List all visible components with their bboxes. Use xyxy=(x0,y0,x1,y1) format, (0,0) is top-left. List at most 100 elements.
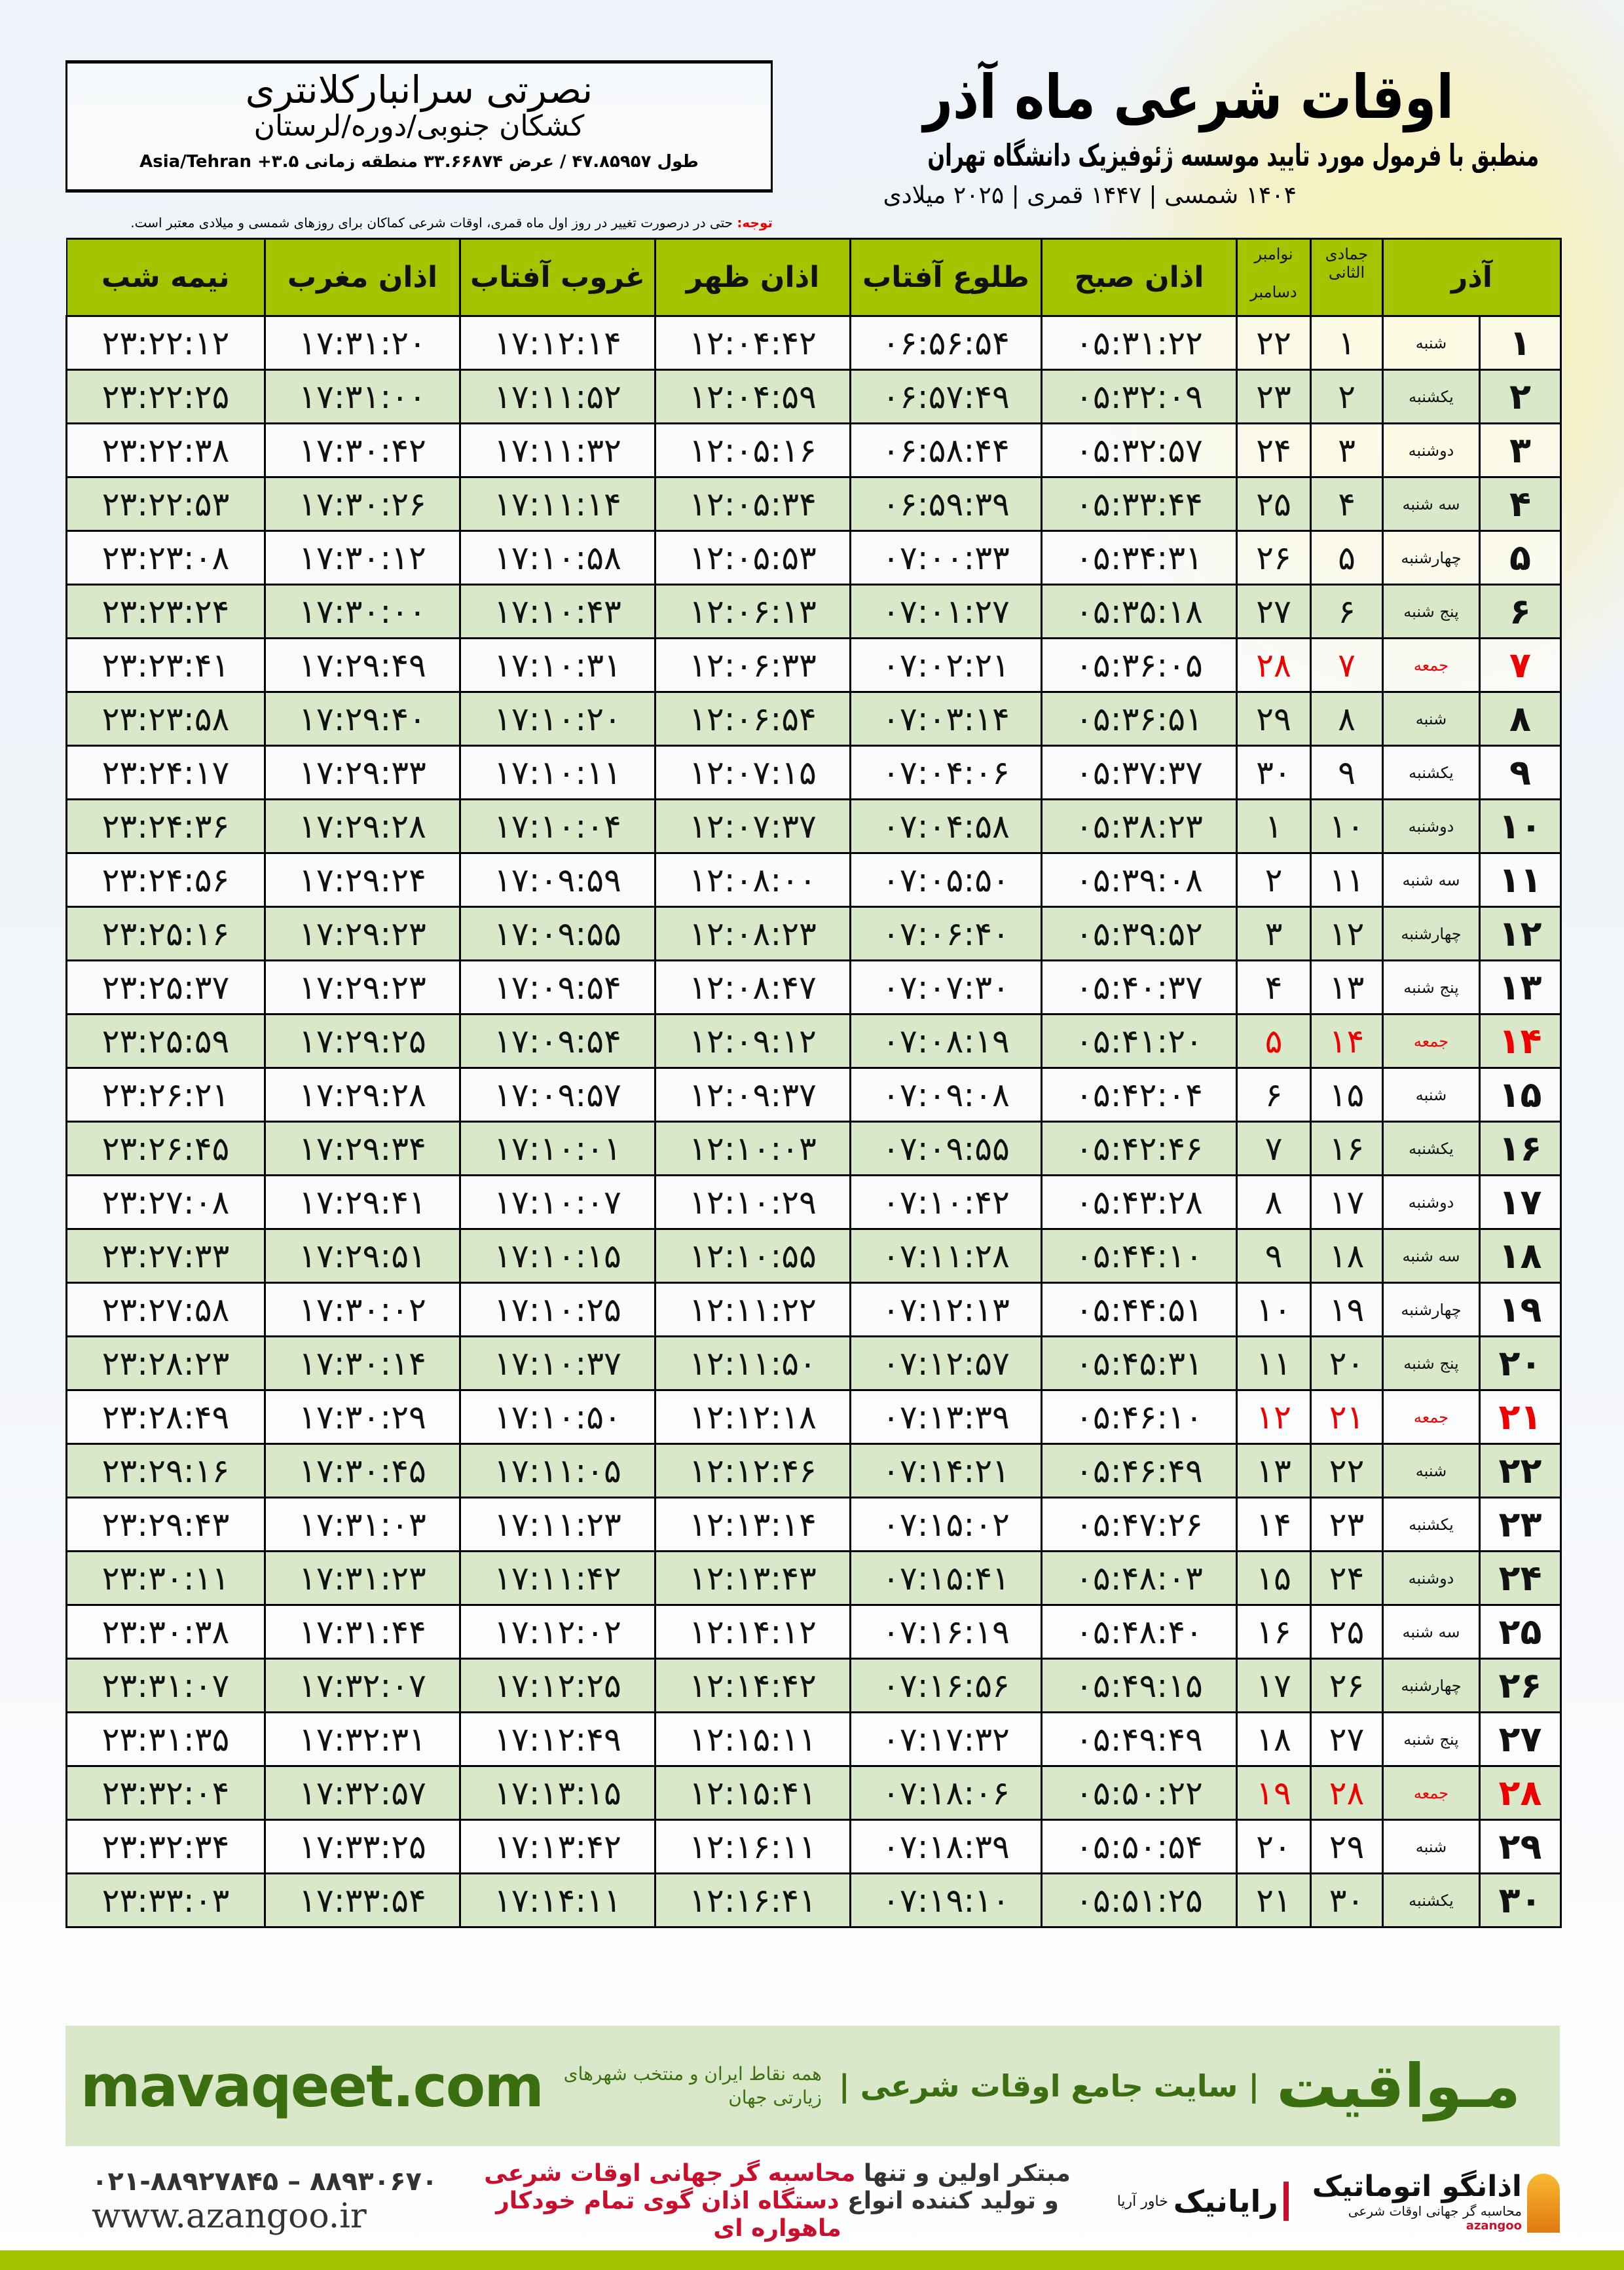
cell-sunset: ۱۷:۱۲:۰۲ xyxy=(459,1604,656,1660)
cell-sunrise: ۰۷:۱۸:۰۶ xyxy=(849,1765,1043,1821)
table-row: ۲۱ جمعه ۲۱ ۱۲ ۰۵:۴۶:۱۰ ۰۷:۱۳:۳۹ ۱۲:۱۲:۱۸ ۱۷:۱۰:… xyxy=(65,1389,1562,1445)
cell-dhuhr: ۱۲:۱۳:۱۴ xyxy=(654,1497,851,1552)
cell-midnight: ۲۳:۲۴:۳۶ xyxy=(65,798,266,854)
cell-weekday: سه شنبه xyxy=(1382,1604,1481,1660)
cell-dhuhr: ۱۲:۰۶:۳۳ xyxy=(654,637,851,693)
table-row: ۱۵ شنبه ۱۵ ۶ ۰۵:۴۲:۰۴ ۰۷:۰۹:۰۸ ۱۲:۰۹:۳۷ ۱۷:۰۹:۵… xyxy=(65,1067,1562,1123)
cell-sunset: ۱۷:۱۳:۱۵ xyxy=(459,1765,656,1821)
cell-weekday: جمعه xyxy=(1382,1013,1481,1069)
cell-sunrise: ۰۶:۵۶:۵۴ xyxy=(849,315,1043,371)
table-row: ۳۰ یکشنبه ۳۰ ۲۱ ۰۵:۵۱:۲۵ ۰۷:۱۹:۱۰ ۱۲:۱۶:۴۱ ۱۷:۱… xyxy=(65,1872,1562,1928)
cell-gregorian: ۸ xyxy=(1236,1174,1312,1230)
cell-fajr: ۰۵:۴۳:۲۸ xyxy=(1041,1174,1238,1230)
cell-weekday: چهارشنبه xyxy=(1382,530,1481,586)
promo-line2b: دستگاه اذان گوی تمام خودکار ماهواره ای xyxy=(496,2187,841,2242)
cell-gregorian: ۲۹ xyxy=(1236,691,1312,747)
cell-weekday: دوشنبه xyxy=(1382,798,1481,854)
cell-sunrise: ۰۷:۰۴:۰۶ xyxy=(849,745,1043,800)
logo-bar-icon xyxy=(1283,2182,1289,2221)
cell-midnight: ۲۳:۲۹:۴۳ xyxy=(65,1497,266,1552)
cell-hijri: ۱۱ xyxy=(1310,852,1384,908)
mosque-dome-icon xyxy=(1527,2174,1560,2233)
rayanik-logo: رایانیک خاور آریا xyxy=(1117,2182,1289,2221)
cell-gregorian: ۳۰ xyxy=(1236,745,1312,800)
table-row: ۱۴ جمعه ۱۴ ۵ ۰۵:۴۱:۲۰ ۰۷:۰۸:۱۹ ۱۲:۰۹:۱۲ ۱۷:۰۹:۵… xyxy=(65,1013,1562,1069)
table-row: ۱۷ دوشنبه ۱۷ ۸ ۰۵:۴۳:۲۸ ۰۷:۱۰:۴۲ ۱۲:۱۰:۲۹ ۱۷:۱۰… xyxy=(65,1174,1562,1230)
header-hijri: جمادی الثانی xyxy=(1310,238,1384,317)
cell-day: ۲۲ xyxy=(1479,1443,1562,1498)
table-row: ۱۳ پنج شنبه ۱۳ ۴ ۰۵:۴۰:۳۷ ۰۷:۰۷:۳۰ ۱۲:۰۸:۴۷ ۱۷:… xyxy=(65,959,1562,1015)
cell-fajr: ۰۵:۳۱:۲۲ xyxy=(1041,315,1238,371)
cell-maghrib: ۱۷:۲۹:۳۳ xyxy=(264,745,461,800)
contact-info: ۰۲۱-۸۸۹۲۷۸۴۵ – ۸۸۹۳۰۶۷۰ www.azangoo.ir xyxy=(92,2167,437,2236)
cell-sunset: ۱۷:۱۰:۰۴ xyxy=(459,798,656,854)
location-name: نصرتی سرانبارکلانتری xyxy=(245,67,593,112)
cell-midnight: ۲۳:۳۲:۳۴ xyxy=(65,1819,266,1874)
cell-midnight: ۲۳:۲۶:۴۵ xyxy=(65,1121,266,1176)
cell-hijri: ۱۲ xyxy=(1310,906,1384,961)
footer-banner: مـواقیت | سایت جامع اوقات شرعی | همه نقا… xyxy=(65,2026,1560,2146)
location-coordinates: طول ۴۷.۸۵۹۵۷ / عرض ۳۳.۶۶۸۷۴ منطقه زمانی … xyxy=(139,152,699,172)
cell-midnight: ۲۳:۲۷:۵۸ xyxy=(65,1282,266,1337)
cell-gregorian: ۲۰ xyxy=(1236,1819,1312,1874)
cell-hijri: ۲۶ xyxy=(1310,1658,1384,1713)
cell-hijri: ۳ xyxy=(1310,422,1384,478)
cell-dhuhr: ۱۲:۱۵:۴۱ xyxy=(654,1765,851,1821)
cell-sunrise: ۰۷:۱۰:۴۲ xyxy=(849,1174,1043,1230)
cell-dhuhr: ۱۲:۰۵:۳۴ xyxy=(654,476,851,532)
cell-midnight: ۲۳:۲۵:۵۹ xyxy=(65,1013,266,1069)
cell-dhuhr: ۱۲:۱۲:۴۶ xyxy=(654,1443,851,1498)
cell-sunrise: ۰۶:۵۷:۴۹ xyxy=(849,369,1043,424)
table-row: ۹ یکشنبه ۹ ۳۰ ۰۵:۳۷:۳۷ ۰۷:۰۴:۰۶ ۱۲:۰۷:۱۵ ۱۷:۱۰:… xyxy=(65,745,1562,800)
cell-day: ۱۸ xyxy=(1479,1228,1562,1284)
cell-weekday: یکشنبه xyxy=(1382,745,1481,800)
cell-midnight: ۲۳:۲۴:۵۶ xyxy=(65,852,266,908)
cell-sunset: ۱۷:۱۱:۰۵ xyxy=(459,1443,656,1498)
promo-text: مبتکر اولین و تنها محاسبه گر جهانی اوقات… xyxy=(461,2160,1093,2242)
cell-day: ۲۹ xyxy=(1479,1819,1562,1874)
cell-fajr: ۰۵:۳۲:۰۹ xyxy=(1041,369,1238,424)
table-row: ۱۰ دوشنبه ۱۰ ۱ ۰۵:۳۸:۲۳ ۰۷:۰۴:۵۸ ۱۲:۰۷:۳۷ ۱۷:۱۰… xyxy=(65,798,1562,854)
cell-maghrib: ۱۷:۳۱:۰۳ xyxy=(264,1497,461,1552)
cell-gregorian: ۱۴ xyxy=(1236,1497,1312,1552)
cell-weekday: جمعه xyxy=(1382,1389,1481,1445)
cell-fajr: ۰۵:۴۲:۴۶ xyxy=(1041,1121,1238,1176)
cell-gregorian: ۱۶ xyxy=(1236,1604,1312,1660)
cell-sunrise: ۰۷:۱۷:۳۲ xyxy=(849,1711,1043,1767)
table-row: ۲۴ دوشنبه ۲۴ ۱۵ ۰۵:۴۸:۰۳ ۰۷:۱۵:۴۱ ۱۲:۱۳:۴۳ ۱۷:۱… xyxy=(65,1550,1562,1606)
cell-sunset: ۱۷:۱۰:۵۸ xyxy=(459,530,656,586)
cell-gregorian: ۲۸ xyxy=(1236,637,1312,693)
cell-weekday: شنبه xyxy=(1382,1819,1481,1874)
cell-midnight: ۲۳:۳۳:۰۳ xyxy=(65,1872,266,1928)
table-row: ۱۸ سه شنبه ۱۸ ۹ ۰۵:۴۴:۱۰ ۰۷:۱۱:۲۸ ۱۲:۱۰:۵۵ ۱۷:۱… xyxy=(65,1228,1562,1284)
cell-gregorian: ۵ xyxy=(1236,1013,1312,1069)
cell-maghrib: ۱۷:۲۹:۲۵ xyxy=(264,1013,461,1069)
cell-gregorian: ۲۳ xyxy=(1236,369,1312,424)
cell-day: ۱ xyxy=(1479,315,1562,371)
cell-maghrib: ۱۷:۲۹:۵۱ xyxy=(264,1228,461,1284)
cell-day: ۱۵ xyxy=(1479,1067,1562,1123)
azangoo-website[interactable]: www.azangoo.ir xyxy=(92,2197,367,2236)
cell-sunrise: ۰۷:۰۵:۵۰ xyxy=(849,852,1043,908)
cell-maghrib: ۱۷:۳۱:۰۰ xyxy=(264,369,461,424)
table-row: ۱۹ چهارشنبه ۱۹ ۱۰ ۰۵:۴۴:۵۱ ۰۷:۱۲:۱۳ ۱۲:۱۱:۲۲ ۱۷… xyxy=(65,1282,1562,1337)
header-azar: آذر xyxy=(1382,238,1562,317)
header-sunrise: طلوع آفتاب xyxy=(849,238,1043,317)
cell-maghrib: ۱۷:۳۰:۱۲ xyxy=(264,530,461,586)
cell-sunrise: ۰۷:۰۲:۲۱ xyxy=(849,637,1043,693)
cell-weekday: شنبه xyxy=(1382,315,1481,371)
cell-gregorian: ۱۸ xyxy=(1236,1711,1312,1767)
cell-dhuhr: ۱۲:۰۷:۳۷ xyxy=(654,798,851,854)
cell-fajr: ۰۵:۳۹:۰۸ xyxy=(1041,852,1238,908)
cell-midnight: ۲۳:۲۷:۰۸ xyxy=(65,1174,266,1230)
website-link[interactable]: mavaqeet.com xyxy=(80,2052,544,2120)
rayanik-sub: خاور آریا xyxy=(1116,2193,1168,2210)
cell-dhuhr: ۱۲:۱۶:۱۱ xyxy=(654,1819,851,1874)
cell-hijri: ۲۹ xyxy=(1310,1819,1384,1874)
cell-sunrise: ۰۷:۰۹:۵۵ xyxy=(849,1121,1043,1176)
cell-sunrise: ۰۷:۱۶:۱۹ xyxy=(849,1604,1043,1660)
cell-sunset: ۱۷:۰۹:۵۴ xyxy=(459,1013,656,1069)
cell-hijri: ۱۸ xyxy=(1310,1228,1384,1284)
cell-weekday: یکشنبه xyxy=(1382,369,1481,424)
cell-sunset: ۱۷:۰۹:۵۵ xyxy=(459,906,656,961)
